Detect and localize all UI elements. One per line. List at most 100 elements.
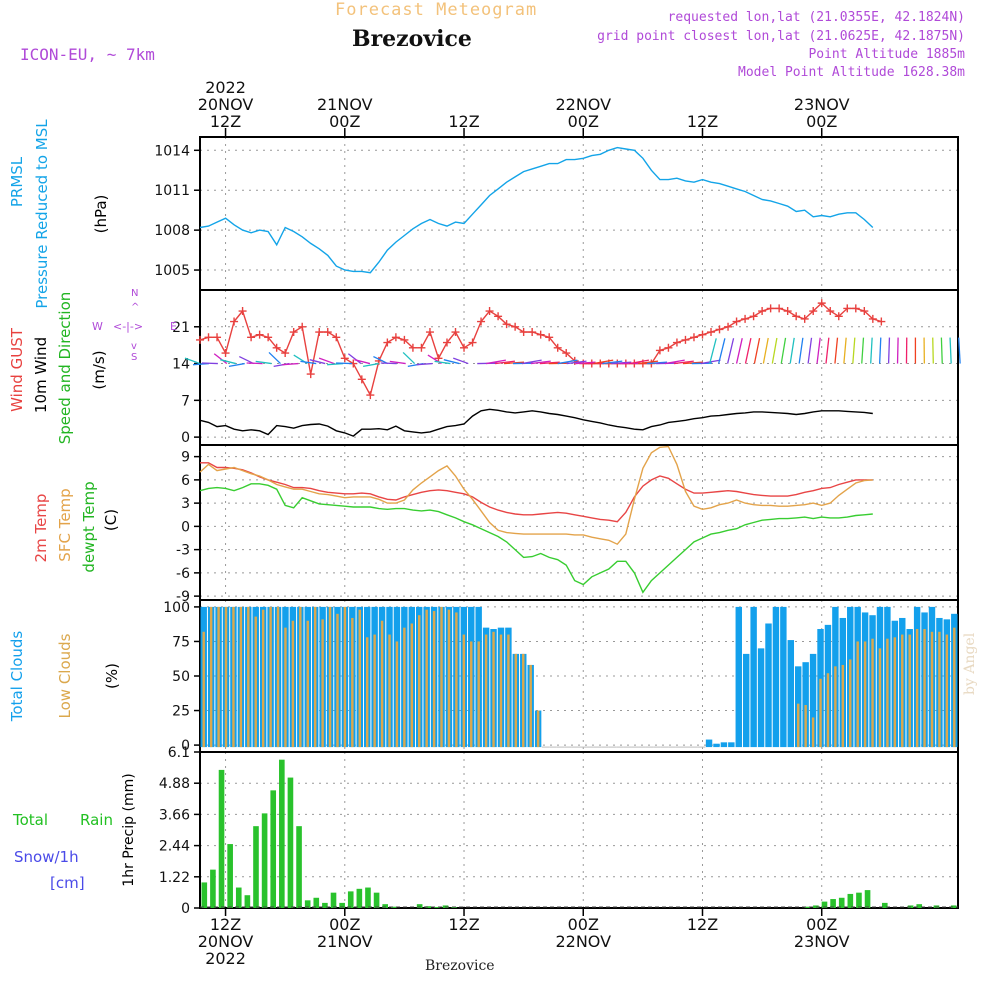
wind-gust-line-point bbox=[775, 304, 784, 313]
low-cloud-bar bbox=[440, 606, 443, 748]
low-cloud-bar bbox=[804, 705, 807, 748]
wind-direction-arrow bbox=[557, 359, 578, 365]
wind-direction-arrow bbox=[373, 355, 389, 365]
wind-gust-line-point bbox=[868, 314, 877, 323]
low-cloud-bar bbox=[953, 627, 956, 748]
wind-direction-arrow bbox=[486, 359, 506, 365]
wind-gust-line-point bbox=[289, 328, 298, 337]
total-cloud-bar bbox=[772, 606, 780, 748]
precip-bar bbox=[916, 904, 923, 908]
wind-direction-arrow bbox=[771, 337, 778, 364]
ytick-label-wind: 0 bbox=[181, 430, 190, 446]
ytick-label-clouds: 100 bbox=[163, 600, 190, 616]
low-cloud-bar bbox=[269, 606, 272, 748]
bottom-tick-hour: 00Z bbox=[568, 915, 599, 934]
wind-direction-arrow bbox=[530, 360, 551, 365]
total-cloud-bar bbox=[757, 648, 765, 748]
low-cloud-bar bbox=[202, 631, 205, 748]
precip-bar bbox=[253, 826, 259, 908]
wind-direction-label: Speed and Direction bbox=[56, 292, 74, 445]
precip-bar bbox=[821, 901, 828, 908]
precip-bar bbox=[813, 905, 819, 908]
wind-gust-line-point bbox=[366, 391, 375, 400]
wind-direction-arrow bbox=[726, 338, 735, 364]
wind-gust-line-point bbox=[655, 346, 664, 355]
ytick-label-clouds: 0 bbox=[181, 738, 190, 754]
precip-bar bbox=[416, 904, 423, 908]
wind-direction-arrow bbox=[861, 337, 865, 364]
wind-gust-line-point bbox=[468, 338, 477, 347]
low-cloud-bar bbox=[328, 606, 332, 748]
wind-direction-arrow bbox=[673, 360, 694, 365]
low-cloud-bar bbox=[373, 634, 376, 748]
low-cloud-bar bbox=[358, 609, 361, 748]
wind-10m-label: 10m Wind bbox=[32, 337, 50, 413]
precip-bar bbox=[330, 892, 337, 908]
low-cloud-bar bbox=[507, 634, 510, 748]
precip-bar bbox=[218, 769, 225, 908]
wind-direction-arrow bbox=[638, 360, 659, 365]
temp-2m-label: 2m Temp bbox=[32, 494, 50, 563]
precip-bar bbox=[347, 891, 354, 908]
low-cloud-bar bbox=[901, 634, 904, 748]
wind-gust-line-point bbox=[298, 322, 307, 331]
ytick-label-precip: 1.22 bbox=[159, 870, 190, 886]
top-tick-date: 21NOV bbox=[317, 95, 373, 114]
low-cloud-bar bbox=[492, 631, 495, 748]
wind-direction-arrow bbox=[389, 360, 406, 365]
wind-gust-line-point bbox=[834, 312, 843, 321]
temp-dewpt-line bbox=[199, 483, 873, 594]
wind-direction-arrow bbox=[843, 337, 847, 364]
wind-gust-line-point bbox=[272, 343, 281, 352]
ytick-label-temperature: -3 bbox=[176, 543, 190, 559]
precip-bar bbox=[244, 895, 251, 908]
low-cloud-bar bbox=[863, 641, 867, 748]
low-cloud-bar bbox=[462, 634, 466, 748]
temp-unit-label: (C) bbox=[102, 509, 120, 531]
bottom-tick-hour: 12Z bbox=[448, 915, 479, 934]
wind-direction-arrow bbox=[958, 337, 961, 364]
ytick-label-pressure: 1005 bbox=[154, 263, 190, 279]
wind-gust-label: Wind GUST bbox=[8, 327, 26, 412]
wind-direction-arrow bbox=[647, 361, 668, 365]
pressure-label-prmsl: PRMSL bbox=[8, 156, 26, 207]
wind-gust-line-point bbox=[494, 312, 503, 321]
total-cloud-bar bbox=[720, 742, 728, 748]
bottom-station-label: Brezovice bbox=[425, 958, 495, 974]
wind-direction-arrow bbox=[709, 338, 717, 364]
low-cloud-bar bbox=[343, 606, 347, 748]
wind-direction-arrow bbox=[539, 361, 560, 365]
wind-gust-line-point bbox=[442, 338, 451, 347]
total-rain-label-total: Total bbox=[12, 811, 48, 829]
wind-gust-line-point bbox=[860, 307, 869, 316]
wind-gust-line-point bbox=[562, 349, 571, 358]
low-cloud-bar bbox=[908, 634, 911, 748]
wind-direction-arrow bbox=[443, 359, 460, 365]
temp-sfc-label: SFC Temp bbox=[56, 488, 74, 561]
low-cloud-bar bbox=[351, 617, 354, 748]
low-cloud-bar bbox=[945, 634, 949, 748]
wind-gust-line-point bbox=[851, 304, 860, 313]
point-altitude: Point Altitude 1885m bbox=[808, 47, 965, 62]
wind-gust-line-point bbox=[238, 307, 247, 316]
precip-bar bbox=[270, 790, 277, 908]
wind-gust-line-point bbox=[281, 349, 290, 358]
low-cloud-bar bbox=[209, 606, 213, 748]
compass-north: N bbox=[131, 288, 138, 299]
top-tick-hour: 12Z bbox=[448, 112, 479, 131]
wind-gust-line-point bbox=[672, 338, 681, 347]
precip-bar bbox=[210, 869, 216, 908]
precip-bar bbox=[296, 826, 302, 908]
total-cloud-bar bbox=[765, 623, 772, 748]
ytick-label-precip: 0 bbox=[181, 901, 190, 917]
wind-direction-arrow bbox=[789, 337, 795, 364]
top-tick-hour: 12Z bbox=[687, 112, 718, 131]
ytick-label-pressure: 1011 bbox=[154, 183, 190, 199]
wind-gust-line-point bbox=[340, 354, 349, 363]
wind-direction-arrow bbox=[816, 337, 821, 364]
pressure-unit-label: (hPa) bbox=[92, 195, 110, 234]
low-cloud-bar bbox=[811, 717, 815, 748]
wind-direction-arrow bbox=[318, 357, 335, 365]
bottom-tick-date: 21NOV bbox=[317, 932, 373, 951]
precip-bar bbox=[425, 906, 432, 908]
